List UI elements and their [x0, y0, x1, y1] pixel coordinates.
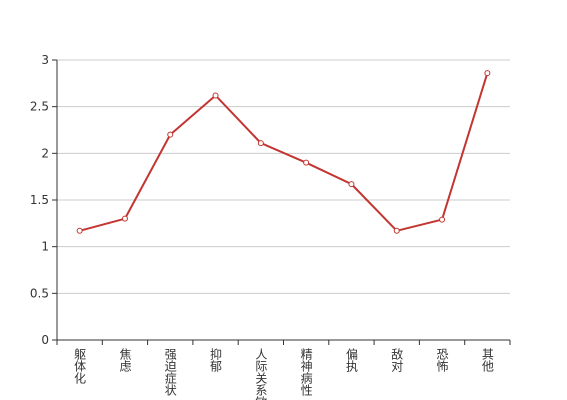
- point: [76, 227, 83, 234]
- y-tick-label: 0: [41, 333, 49, 347]
- y-tick-label: 2.5: [30, 100, 49, 114]
- x-tick-label: 焦虑: [118, 348, 132, 372]
- y-tick-label: 1: [41, 240, 49, 254]
- x-tick-label: 抑郁: [209, 347, 223, 373]
- point: [348, 181, 355, 188]
- x-tick-label: 敌对: [390, 347, 404, 372]
- point: [167, 131, 174, 138]
- y-tick-label: 2: [41, 146, 49, 160]
- y-tick-label: 3: [41, 53, 49, 67]
- point: [212, 92, 219, 99]
- x-tick-label: 人际关系敏感: [254, 348, 268, 400]
- point: [484, 70, 491, 77]
- line: [79, 72, 489, 232]
- x-tick-label: 精神病性: [299, 348, 313, 397]
- x-tick-label: 偏执: [344, 347, 358, 373]
- point: [121, 215, 128, 222]
- point: [393, 227, 400, 234]
- x-tick-label: 强迫症状: [163, 348, 177, 396]
- y-tick-label: 0.5: [30, 286, 49, 300]
- y-tick-label: 1.5: [30, 193, 49, 207]
- x-tick-label: 躯体化: [73, 347, 87, 385]
- point: [257, 140, 264, 147]
- point: [439, 216, 446, 223]
- point: [303, 159, 310, 166]
- x-tick-label: 其他: [480, 348, 494, 372]
- x-tick-label: 恐怖: [435, 348, 449, 372]
